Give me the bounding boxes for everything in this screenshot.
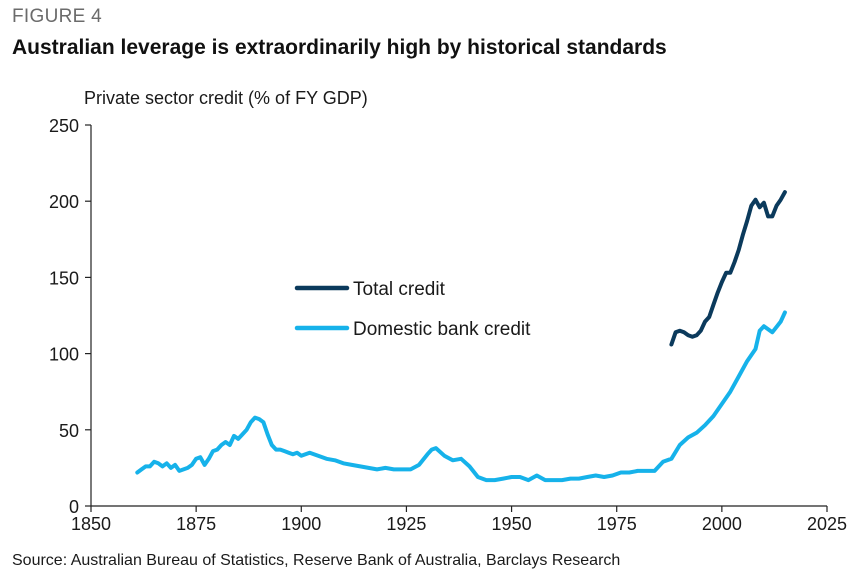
series-line-domestic-bank-credit <box>135 310 787 483</box>
series-line-total-credit <box>669 190 787 347</box>
x-tick-label: 1875 <box>176 514 216 534</box>
y-tick-label: 250 <box>49 116 79 136</box>
series-layer <box>135 190 787 483</box>
legend-label: Total credit <box>353 279 446 300</box>
axes: 0 50 100 150 200 250 1850 1875 1900 1925 1950 1975 2… <box>49 116 847 534</box>
figure-label: FIGURE 4 <box>12 6 103 27</box>
chart-title: Australian leverage is extraordinarily h… <box>12 36 667 59</box>
y-tick-label: 200 <box>49 192 79 212</box>
y-tick-label: 50 <box>59 421 79 441</box>
x-tick-label: 1925 <box>386 514 426 534</box>
source-note: Source: Australian Bureau of Statistics,… <box>12 552 621 569</box>
x-tick-label: 1975 <box>597 514 637 534</box>
legend: Total credit Domestic bank credit <box>294 279 531 340</box>
x-tick-label: 2000 <box>702 514 742 534</box>
y-tick-label: 150 <box>49 268 79 288</box>
x-tick-label: 1950 <box>492 514 532 534</box>
y-tick-label: 0 <box>69 497 79 517</box>
x-tick-label: 1850 <box>71 514 111 534</box>
y-axis-label: Private sector credit (% of FY GDP) <box>84 88 368 108</box>
legend-label: Domestic bank credit <box>353 319 531 340</box>
y-tick-label: 100 <box>49 345 79 365</box>
x-tick-label: 2025 <box>807 514 847 534</box>
x-tick-label: 1900 <box>281 514 321 534</box>
